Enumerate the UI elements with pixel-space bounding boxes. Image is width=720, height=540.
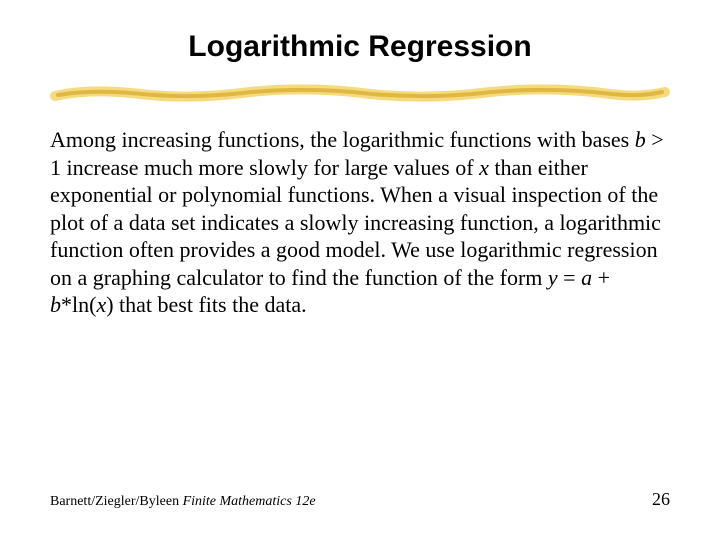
body-paragraph: Among increasing functions, the logarith… (50, 126, 670, 489)
footer-authors: Barnett/Ziegler/Byleen (50, 494, 183, 509)
body-text-prefix: Among increasing functions, the logarith… (50, 127, 635, 152)
footer-book-title: Finite Mathematics 12e (183, 494, 316, 509)
body-text-plus: + (592, 265, 610, 290)
slide-container: Logarithmic Regression Among increasing … (0, 0, 720, 540)
page-number: 26 (652, 489, 670, 510)
body-text-eq: = (558, 265, 581, 290)
var-a: a (581, 265, 592, 290)
footer-citation: Barnett/Ziegler/Byleen Finite Mathematic… (50, 494, 316, 510)
var-y: y (548, 265, 558, 290)
var-x: x (479, 155, 489, 180)
var-b: b (635, 127, 646, 152)
var-x2: x (96, 292, 106, 317)
slide-footer: Barnett/Ziegler/Byleen Finite Mathematic… (50, 489, 670, 520)
slide-title: Logarithmic Regression (50, 30, 670, 64)
body-text-end: ) that best fits the data. (106, 292, 306, 317)
body-text-ln: *ln( (61, 292, 96, 317)
title-underline-stroke (50, 82, 670, 104)
var-b2: b (50, 292, 61, 317)
